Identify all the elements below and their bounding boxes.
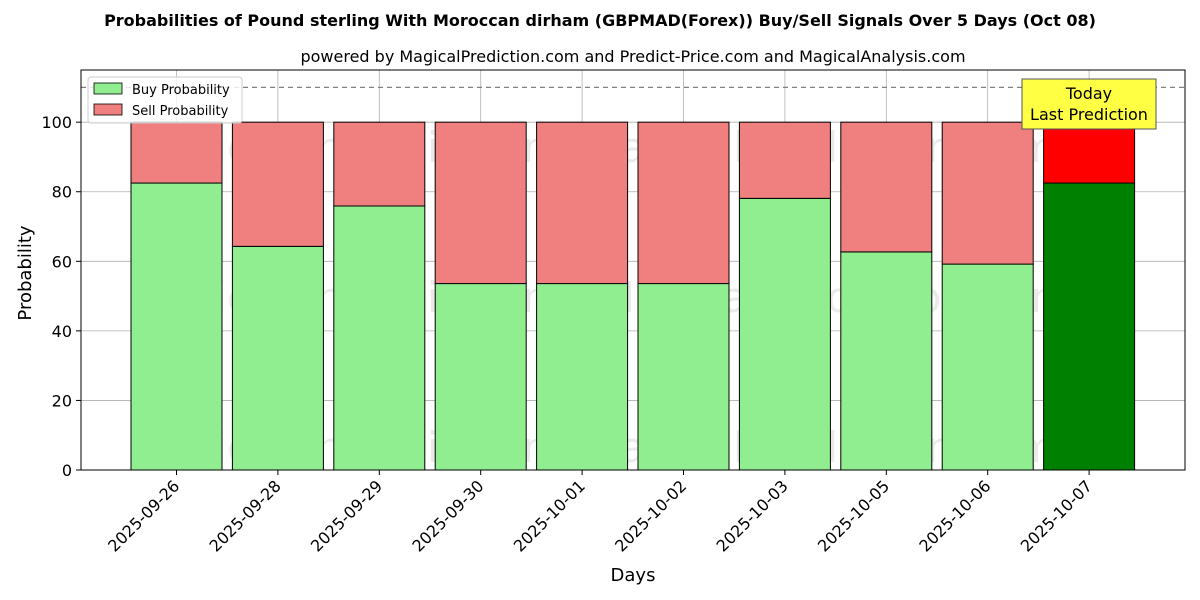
x-tick-label: 2025-10-03 bbox=[713, 476, 792, 555]
bar-sell bbox=[637, 121, 730, 285]
bar-sell bbox=[333, 121, 426, 207]
bar-sell bbox=[536, 121, 629, 285]
plot-frame bbox=[80, 69, 1186, 471]
legend-label-buy: Buy Probability bbox=[132, 83, 230, 98]
bar-buy bbox=[333, 205, 426, 471]
legend-label-sell: Sell Probability bbox=[132, 104, 229, 119]
y-tick-label: 60 bbox=[52, 252, 72, 271]
legend-swatch-buy bbox=[93, 82, 123, 95]
bar-sell bbox=[130, 121, 223, 184]
y-axis: 0 20 40 60 80 100 bbox=[41, 113, 81, 480]
bar-sell bbox=[434, 121, 527, 285]
bar-buy bbox=[840, 251, 933, 471]
bar-buy bbox=[231, 245, 324, 471]
x-tick-label: 2025-10-06 bbox=[915, 476, 994, 555]
bar-buy bbox=[536, 283, 629, 471]
y-axis-label: Probability bbox=[15, 225, 36, 320]
y-tick-label: 0 bbox=[62, 461, 72, 480]
bar-sell bbox=[941, 121, 1034, 265]
bar-buy bbox=[130, 182, 223, 471]
legend-frame bbox=[87, 76, 243, 124]
bar-buy bbox=[434, 283, 527, 471]
today-annotation: Today Last Prediction bbox=[1021, 78, 1157, 130]
bar-sell bbox=[738, 121, 831, 199]
y-tick-label: 40 bbox=[52, 322, 72, 341]
bar-buy bbox=[1043, 182, 1136, 471]
x-tick-label: 2025-09-26 bbox=[104, 476, 183, 555]
x-axis: 2025-09-26 2025-09-28 2025-09-29 2025-09-30… bbox=[104, 470, 1096, 556]
bars bbox=[130, 121, 1136, 471]
x-tick-label: 2025-10-01 bbox=[510, 476, 589, 555]
bar-sell bbox=[231, 121, 324, 247]
x-tick-label: 2025-09-29 bbox=[307, 476, 386, 555]
annotation-line1: Today bbox=[1065, 84, 1112, 103]
x-tick-label: 2025-09-28 bbox=[206, 476, 285, 555]
bar-sell bbox=[840, 121, 933, 253]
bar-buy bbox=[637, 283, 730, 471]
x-tick-label: 2025-10-05 bbox=[814, 476, 893, 555]
bar-sell bbox=[1043, 121, 1136, 184]
y-tick-label: 20 bbox=[52, 391, 72, 410]
x-tick-label: 2025-10-02 bbox=[611, 476, 690, 555]
x-axis-label: Days bbox=[611, 565, 656, 586]
x-tick-label: 2025-10-07 bbox=[1017, 476, 1096, 555]
legend: Buy Probability Sell Probability bbox=[87, 76, 243, 124]
chart-subtitle: powered by MagicalPrediction.com and Pre… bbox=[300, 47, 965, 66]
bar-buy bbox=[941, 263, 1034, 471]
x-tick-label: 2025-09-30 bbox=[408, 476, 487, 555]
bar-buy bbox=[738, 197, 831, 471]
legend-swatch-sell bbox=[93, 103, 123, 116]
annotation-box bbox=[1021, 78, 1157, 130]
annotation-line2: Last Prediction bbox=[1030, 105, 1148, 124]
y-tick-label: 80 bbox=[52, 183, 72, 202]
chart-title: Probabilities of Pound sterling With Mor… bbox=[104, 11, 1096, 30]
y-tick-label: 100 bbox=[41, 113, 72, 132]
